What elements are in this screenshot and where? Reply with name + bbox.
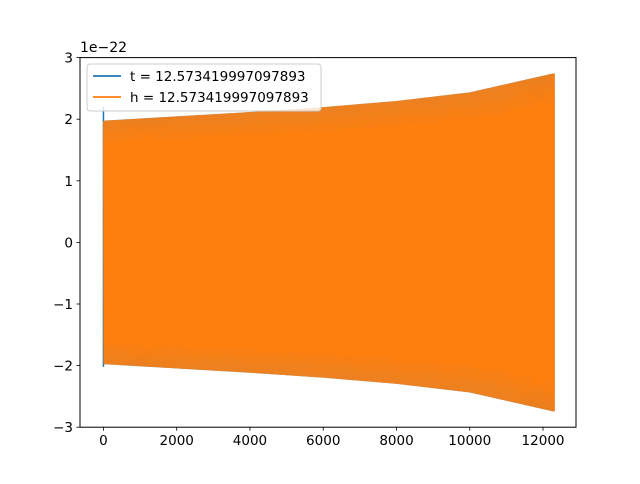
legend-label: h = 12.573419997097893 <box>130 90 309 106</box>
x-tick-label: 0 <box>99 433 108 449</box>
y-tick-label: 3 <box>64 51 73 67</box>
y-tick-label: 0 <box>64 235 73 251</box>
x-tick-label: 2000 <box>160 433 194 449</box>
y-tick-label: 1 <box>64 174 73 190</box>
series-2 <box>102 73 555 412</box>
y-tick-label: 2 <box>64 112 73 128</box>
y-tick-label: −2 <box>53 359 73 375</box>
x-tick-label: 8000 <box>379 433 413 449</box>
y-offset-text: 1e−22 <box>80 40 127 56</box>
y-tick-label: −1 <box>53 297 73 313</box>
y-tick-label: −3 <box>53 420 73 436</box>
legend-box <box>86 63 322 112</box>
legend: t = 12.573419997097893 h = 12.57341999709… <box>86 63 322 112</box>
series-2-line <box>102 73 555 412</box>
x-tick-label: 10000 <box>448 433 491 449</box>
plot-layer <box>102 73 555 412</box>
legend-label: t = 12.573419997097893 <box>130 69 306 85</box>
ticks-layer: 0 2000 4000 6000 8000 10000 12000 −3 −2 −1 0 1 2 3 <box>53 51 564 450</box>
x-tick-label: 6000 <box>306 433 340 449</box>
x-tick-label: 4000 <box>233 433 267 449</box>
x-tick-label: 12000 <box>522 433 565 449</box>
